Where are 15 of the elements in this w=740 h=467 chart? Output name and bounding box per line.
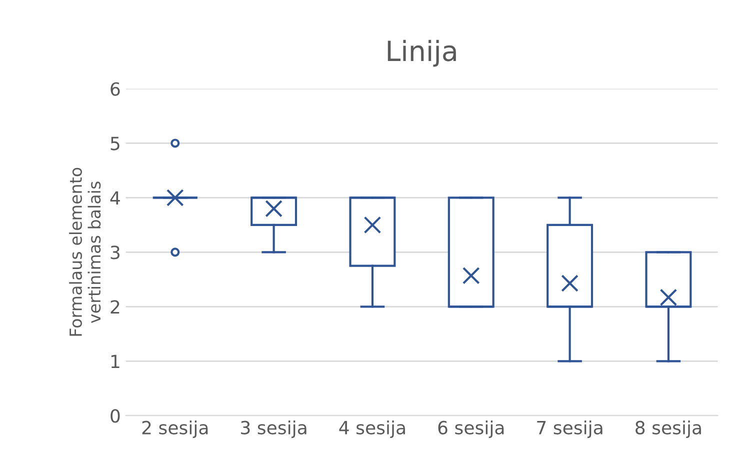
x-tick-label: 7 sesija [537, 420, 602, 438]
chart-title: Linija [388, 40, 456, 67]
x-tick-label: 8 sesija [636, 420, 701, 438]
y-tick-label: 5 [110, 136, 120, 150]
y-tick-label: 2 [110, 300, 120, 314]
y-tick-label: 3 [110, 246, 120, 260]
x-tick-label: 3 sesija [241, 420, 306, 438]
y-tick-label: 4 [110, 191, 120, 205]
y-tick-label: 0 [110, 409, 120, 423]
y-axis-title: Formalaus elemento vertinimas balais [69, 168, 101, 336]
x-tick-label: 6 sesija [438, 420, 504, 438]
x-tick-label: 2 sesija [142, 420, 208, 438]
x-tick-label: 4 sesija [339, 420, 405, 438]
y-tick-label: 6 [110, 82, 120, 96]
y-tick-label: 1 [111, 354, 120, 368]
